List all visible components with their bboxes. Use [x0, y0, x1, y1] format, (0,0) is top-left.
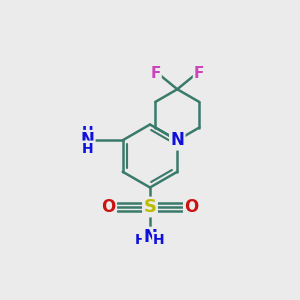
Text: N: N	[143, 228, 157, 246]
Text: S: S	[143, 198, 157, 216]
Text: H: H	[153, 233, 165, 247]
Text: N: N	[80, 131, 94, 149]
Text: O: O	[101, 198, 116, 216]
Text: H: H	[82, 125, 93, 139]
Text: N: N	[170, 131, 184, 149]
Text: O: O	[184, 198, 199, 216]
Text: F: F	[194, 66, 204, 81]
Text: H: H	[135, 233, 147, 247]
Text: F: F	[150, 66, 161, 81]
Text: H: H	[82, 142, 93, 156]
